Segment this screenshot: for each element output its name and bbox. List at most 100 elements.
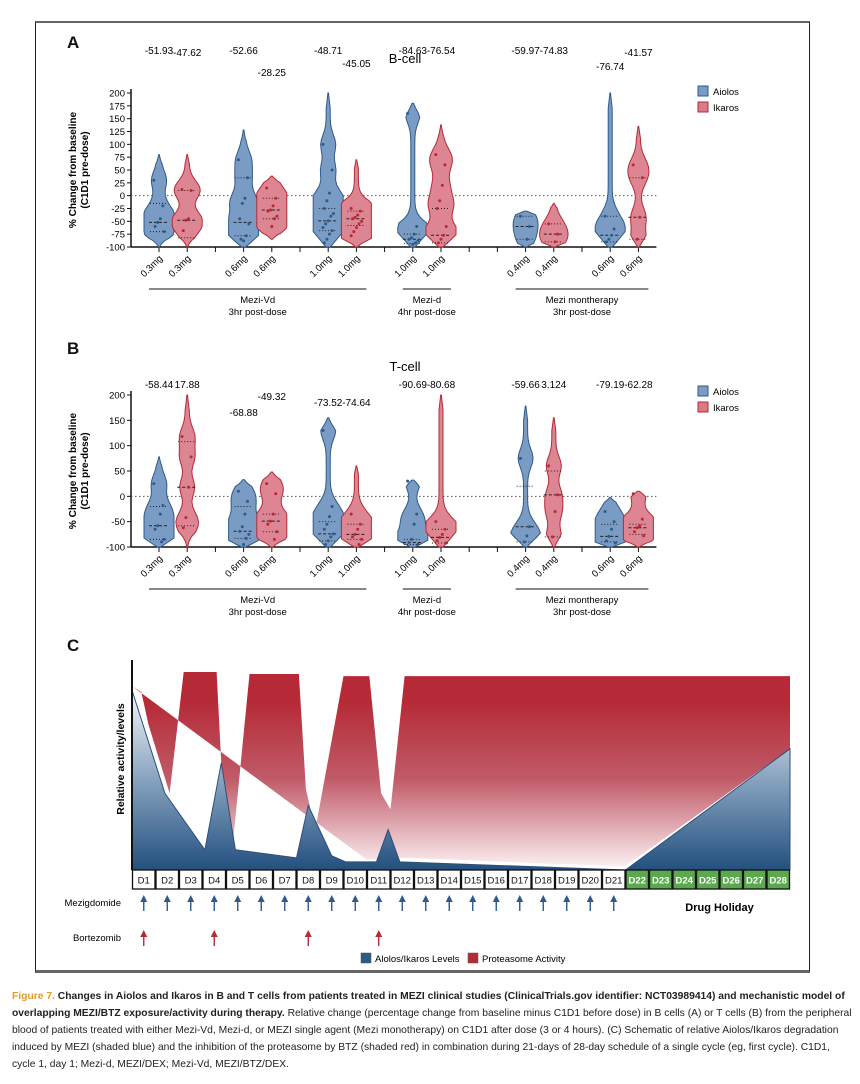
day-label: D7 [279, 876, 291, 887]
arrow-head [281, 895, 289, 902]
data-point [328, 515, 331, 519]
legend-label-ikaros: Ikaros [713, 103, 739, 114]
arrow-head [610, 895, 618, 902]
median-value-label: 3.124 [541, 380, 566, 391]
group-subtitle: 3hr post-dose [229, 307, 287, 318]
schematic-area-chart: Relative activity/levels D1 D2 D3 D4 D5 D6 D7 D8… [65, 660, 791, 965]
data-point [635, 526, 639, 530]
legend-swatch-aiolos-ikaros [360, 952, 372, 964]
data-point [331, 212, 335, 216]
data-point [412, 522, 416, 526]
day-cell-d7: D7 [272, 869, 297, 890]
data-point [353, 532, 357, 536]
data-point [406, 479, 410, 483]
data-point [189, 455, 193, 459]
data-point [162, 537, 166, 541]
data-point [180, 188, 184, 192]
data-point [321, 428, 325, 432]
violin-body [622, 490, 654, 548]
violin-body [256, 471, 288, 548]
arrow-head [328, 895, 336, 902]
x-tick-label-group: 0.4mg [533, 553, 559, 579]
x-tick-label: 0.6mg [618, 553, 644, 579]
data-point [322, 207, 326, 210]
x-tick-label: 1.0mg [336, 553, 362, 579]
violin-ikaros-1.0mg [340, 465, 372, 548]
day-label: D2 [161, 876, 173, 887]
y-tick-label: -25 [111, 204, 125, 215]
group-name: Mezi-d [413, 595, 442, 606]
violin-body [594, 92, 626, 248]
data-point [181, 526, 185, 530]
day-box [695, 869, 720, 890]
data-point [353, 215, 357, 219]
data-point [638, 524, 642, 528]
bortezomib-dose-arrow-icon [375, 930, 383, 946]
x-tick-label: 0.6mg [223, 553, 249, 579]
data-point [326, 539, 330, 543]
day-label: D18 [535, 876, 552, 887]
mezigdomide-dose-arrow-icon [328, 895, 336, 911]
mezigdomide-dose-arrow-icon [539, 895, 547, 911]
data-point [413, 241, 417, 245]
day-label: D3 [185, 876, 197, 887]
data-point [184, 218, 188, 222]
group-subtitle: 4hr post-dose [398, 307, 456, 318]
day-label: D14 [441, 876, 458, 887]
violin-aiolos-1.0mg [397, 102, 429, 248]
data-point [553, 510, 557, 514]
bortezomib-dose-arrow-icon [210, 930, 218, 946]
violin-aiolos-0.3mg [143, 154, 175, 248]
data-point [269, 208, 272, 212]
violin-ikaros-0.3mg [175, 394, 200, 548]
mezigdomide-dose-arrow-icon [281, 895, 289, 911]
median-value-label: -62.28 [624, 380, 653, 391]
data-point [438, 535, 442, 539]
data-point [415, 224, 419, 228]
x-tick-label: 1.0mg [336, 253, 362, 279]
violin-ikaros-1.0mg [425, 394, 457, 548]
day-cell-d6: D6 [249, 869, 274, 890]
mezigdomide-dose-arrow-icon [163, 895, 171, 911]
data-point [349, 234, 353, 238]
data-point [324, 222, 328, 226]
day-label: D9 [326, 876, 338, 887]
median-value-label: -73.52 [314, 398, 343, 409]
data-point [631, 163, 635, 167]
data-point [444, 541, 448, 545]
y-tick-label: 0 [120, 492, 125, 503]
violin-aiolos-0.6mg [594, 92, 626, 248]
day-box [460, 869, 485, 890]
data-point [603, 510, 607, 514]
day-box [672, 869, 697, 890]
group-name: Mezi montherapy [546, 595, 619, 606]
x-tick-label-group: 0.6mg [251, 553, 277, 579]
x-tick-label-group: 0.6mg [590, 253, 616, 279]
x-tick-label: 0.6mg [590, 553, 616, 579]
median-value-label: -28.25 [258, 68, 287, 79]
day-label: D22 [629, 876, 646, 887]
day-label: D28 [770, 876, 787, 887]
y-tick-label: 25 [114, 178, 125, 189]
violin-ikaros-0.4mg [539, 202, 569, 248]
data-point [349, 207, 353, 210]
day-box [766, 869, 791, 890]
x-tick-label: 0.6mg [251, 253, 277, 279]
data-point [407, 237, 411, 241]
violin-ikaros-0.4mg [543, 417, 564, 548]
day-label: D20 [582, 876, 599, 887]
caption-body: Relative change (percentage change from … [12, 1008, 852, 1070]
data-point [443, 527, 447, 531]
data-point [528, 224, 531, 228]
y-tick-label: -100 [106, 243, 125, 254]
legend-label-ikaros: Ikaros [713, 403, 739, 414]
x-tick-label-group: 0.6mg [223, 553, 249, 579]
violin-body [171, 154, 203, 248]
day-cell-d12: D12 [390, 869, 415, 890]
x-tick-label: 0.4mg [505, 553, 531, 579]
median-value-label: -59.97 [511, 46, 540, 57]
violin-body [397, 479, 429, 548]
data-point [156, 524, 160, 528]
day-box [296, 869, 321, 890]
day-cell-d19: D19 [554, 869, 579, 890]
